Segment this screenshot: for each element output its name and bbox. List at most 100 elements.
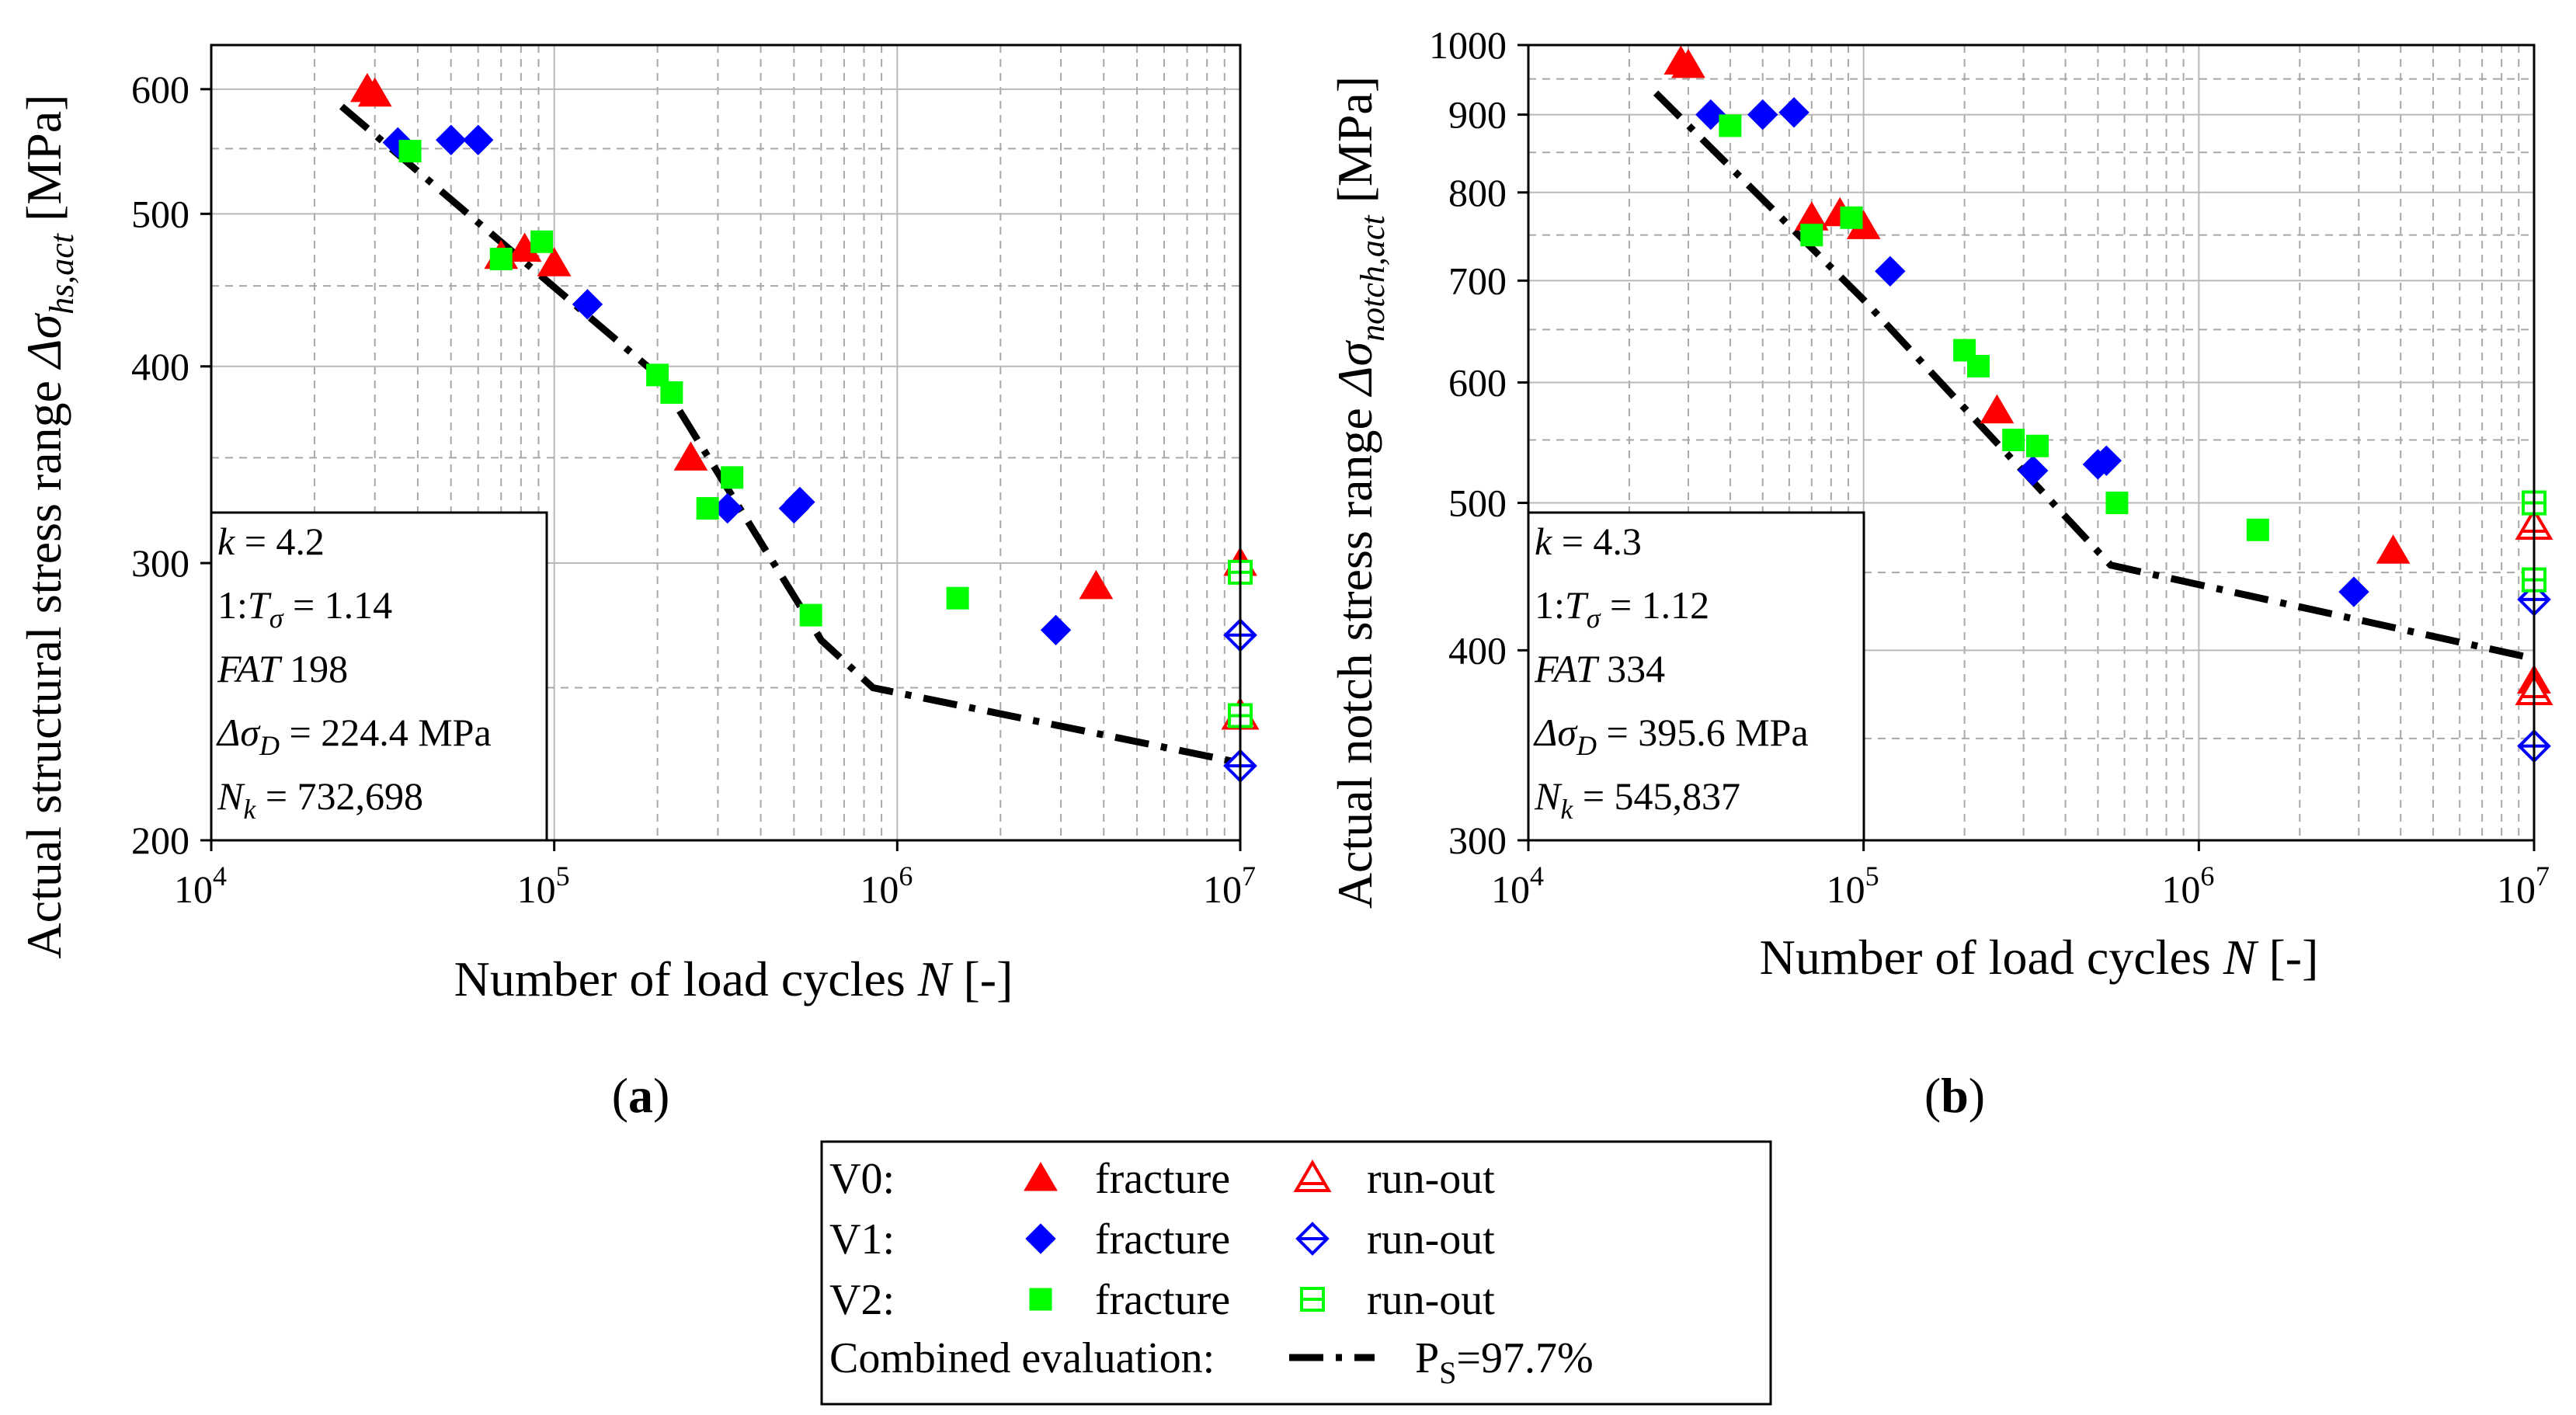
info-value: = 732,698	[256, 774, 423, 818]
info-value: = 1.12	[1600, 583, 1709, 627]
info-variable: k	[217, 520, 235, 563]
x-tick-exponent: 5	[1865, 860, 1879, 892]
x-axis-label-text: Number of load cycles	[1760, 930, 2223, 985]
info-value: 198	[280, 647, 349, 690]
v2-fracture-point	[696, 497, 719, 520]
y-axis-label-text: Actual structural stress range	[16, 368, 71, 959]
info-variable: k	[1535, 520, 1552, 563]
legend-fracture-marker	[1025, 1223, 1056, 1254]
v2-fracture-point	[1966, 354, 1990, 377]
legend-fracture-label: fracture	[1095, 1276, 1230, 1324]
info-line: 1:Tσ = 1.14	[217, 583, 392, 634]
y-tick-label: 600	[131, 68, 189, 111]
info-variable: N	[217, 774, 245, 818]
v2-fracture-point	[530, 230, 554, 253]
x-axis-label-variable: N	[917, 951, 954, 1006]
x-axis-label-unit: [-]	[2256, 930, 2318, 985]
v2-fracture-point	[1719, 114, 1742, 137]
y-tick-label: 300	[1448, 819, 1507, 862]
v0-fracture-point	[1079, 569, 1114, 600]
x-tick-label: 106	[860, 860, 913, 911]
info-line: k = 4.3	[1535, 520, 1642, 563]
info-box-frame	[1527, 511, 1865, 842]
x-axis-label-text: Number of load cycles	[454, 951, 918, 1006]
v0-fracture-point	[673, 441, 708, 471]
info-value: = 1.14	[283, 583, 392, 627]
info-subscript: σ	[269, 603, 284, 634]
legend-combined-label: Combined evaluation:	[829, 1334, 1215, 1382]
legend-runout-label: run-out	[1367, 1155, 1495, 1203]
info-box: k = 4.2 1:Tσ = 1.14 FAT 198 ΔσD = 224.4 MPa…	[210, 511, 548, 842]
legend-rows: V0: fracture run-out V1: fracture run-out V2: f…	[829, 1155, 1495, 1324]
x-axis-label: Number of load cycles N [-]	[454, 951, 1013, 1006]
x-tick-mantissa: 10	[1491, 867, 1530, 911]
plot-frame	[1527, 43, 2536, 842]
info-subscript: D	[259, 730, 280, 761]
legend-fracture-marker	[1029, 1288, 1052, 1311]
v0-fracture-point	[1671, 48, 1705, 78]
info-prefix: 1:	[217, 583, 248, 627]
legend-series-label: V1:	[829, 1215, 895, 1264]
info-line: Nk = 545,837	[1534, 774, 1740, 825]
x-tick-mantissa: 10	[1203, 867, 1242, 911]
v2-fracture-point	[2105, 492, 2129, 515]
x-tick-label: 107	[2497, 860, 2550, 911]
y-axis-label-subscript: notch,act	[1354, 214, 1392, 342]
combined-evaluation-curve	[1653, 90, 2535, 662]
info-line: ΔσD = 224.4 MPa	[216, 711, 492, 761]
x-axis-label-variable: N	[2223, 930, 2259, 985]
y-axis-label-unit: [MPa]	[1327, 76, 1382, 216]
x-axis-label-unit: [-]	[951, 951, 1013, 1006]
panel-caption: (b)	[1924, 1068, 1985, 1123]
v1-fracture-point	[1040, 614, 1072, 646]
x-tick-label: 104	[1491, 860, 1544, 911]
v1-fracture-point	[1747, 99, 1778, 130]
legend: V0: fracture run-out V1: fracture run-out V2: f…	[820, 1140, 1772, 1406]
x-tick-label: 105	[517, 860, 570, 911]
y-axis-label: Actual structural stress range Δσhs,act …	[16, 94, 81, 958]
legend-fit-text: PS=97.7%	[1415, 1334, 1594, 1390]
v2-fracture-point	[946, 586, 969, 610]
v2-fracture-point	[1840, 206, 1863, 229]
v2-fracture-point	[721, 466, 744, 489]
info-variable: N	[1534, 774, 1563, 818]
v2-fracture-point	[1800, 224, 1823, 247]
v0-fracture-point	[2376, 534, 2411, 564]
x-tick-mantissa: 10	[2497, 867, 2536, 911]
y-tick-label: 400	[1448, 628, 1507, 672]
info-variable: Δσ	[216, 711, 261, 754]
v1-fracture-point	[1695, 99, 1726, 130]
x-tick-exponent: 5	[556, 860, 570, 892]
info-line: FAT 334	[1534, 647, 1665, 690]
v2-fracture-point	[2246, 518, 2269, 541]
info-subscript: σ	[1587, 603, 1601, 634]
y-tick-label: 700	[1448, 259, 1507, 302]
info-variable: FAT	[1534, 647, 1600, 690]
v2-fracture-point	[398, 140, 422, 163]
v2-fracture-point	[489, 248, 513, 271]
info-line: 1:Tσ = 1.12	[1535, 583, 1709, 634]
plot-frame	[210, 43, 1242, 842]
legend-box	[820, 1140, 1772, 1406]
y-tick-label: 900	[1448, 93, 1507, 137]
info-value: = 395.6 MPa	[1597, 711, 1809, 754]
v0-fracture-point	[537, 247, 572, 276]
legend-runout-label: run-out	[1367, 1276, 1495, 1324]
legend-fracture-label: fracture	[1095, 1215, 1230, 1264]
info-prefix: 1:	[1535, 583, 1565, 627]
v1-fracture-point	[2338, 576, 2369, 607]
legend-series-label: V2:	[829, 1276, 895, 1324]
x-tick-label: 106	[2161, 860, 2214, 911]
info-line: k = 4.2	[217, 520, 325, 563]
x-tick-mantissa: 10	[174, 867, 213, 911]
y-tick-label: 300	[131, 541, 189, 585]
x-tick-mantissa: 10	[2161, 867, 2200, 911]
info-value: 334	[1597, 647, 1666, 690]
caption-paren: (	[1924, 1068, 1941, 1123]
v1-fracture-point	[2091, 445, 2122, 476]
v1-fracture-point	[572, 289, 603, 320]
info-line: FAT 198	[217, 647, 348, 690]
